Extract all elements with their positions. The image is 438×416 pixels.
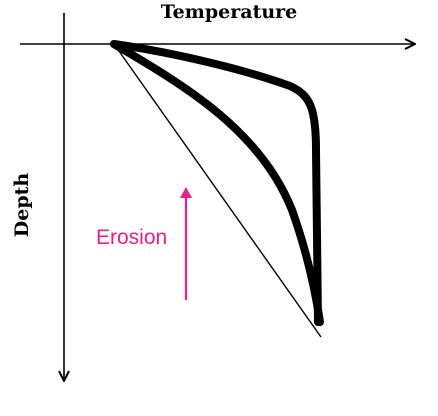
depth-axis-label: Depth: [11, 173, 33, 238]
temperature-axis-label: Temperature: [161, 1, 298, 23]
middle-geotherm-curve: [110, 40, 324, 326]
initial-geotherm-line: [113, 43, 322, 338]
perturbed-geotherm-curve: [110, 40, 322, 326]
erosion-label: Erosion: [96, 226, 167, 249]
